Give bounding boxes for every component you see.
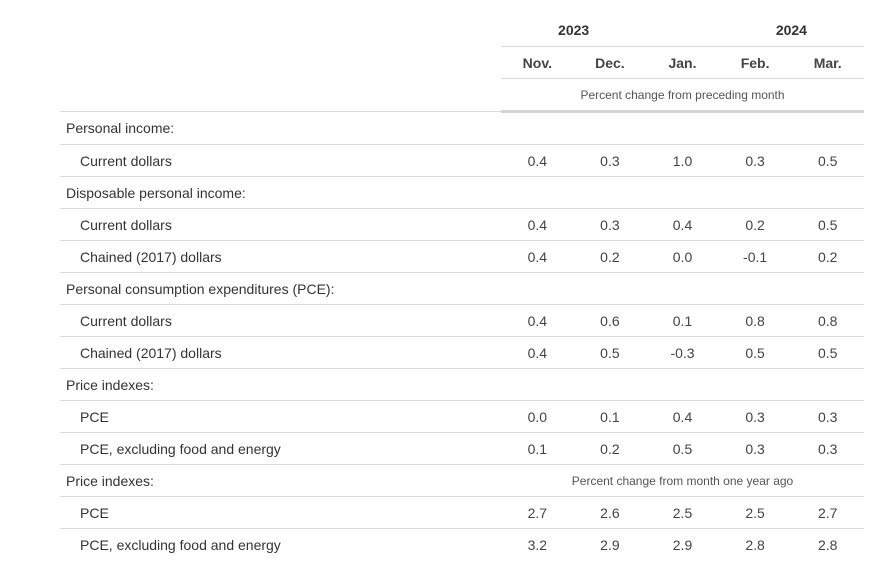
value-cell: 2.9 — [600, 536, 620, 553]
value-cell: 0.8 — [791, 304, 864, 337]
value-cell: 0.3 — [791, 400, 864, 433]
value-cell: 0.3 — [791, 432, 864, 465]
table-row: Chained (2017) dollars 0.4 0.5 -0.3 0.5 … — [60, 336, 864, 369]
row-label: Current dollars — [60, 144, 502, 177]
value-cell: 0.3 — [573, 144, 647, 177]
section-label: Price indexes: — [60, 464, 502, 497]
value-cell: -0.3 — [646, 336, 719, 369]
table-row: Current dollars 0.4 0.3 0.4 0.2 0.5 — [60, 208, 864, 241]
value-cell: 0.8 — [718, 304, 792, 337]
value-cell: 2.8 — [745, 536, 765, 553]
section-row-price-indexes-monthly: Price indexes: — [60, 368, 864, 401]
value-cell: 0.5 — [791, 336, 864, 369]
value-cell: 0.0 — [646, 240, 719, 273]
value-cell: 0.3 — [718, 400, 792, 433]
value-cell: 2.8 — [817, 536, 838, 553]
value-cell: 0.4 — [501, 240, 574, 273]
month-header-mar: Mar. — [791, 46, 864, 79]
month-header-row: Nov. Dec. Jan. Feb. Mar. — [60, 46, 864, 79]
row-label: PCE — [60, 496, 502, 529]
month-header-jan: Jan. — [646, 46, 719, 79]
row-label: Current dollars — [60, 208, 502, 241]
value-cell: 0.2 — [791, 240, 864, 273]
section-row-disposable-income: Disposable personal income: — [60, 176, 864, 209]
empty-corner-cell — [60, 13, 501, 47]
section-row-price-indexes-yearly: Price indexes: Percent change from month… — [60, 464, 864, 497]
value-cell: 0.2 — [573, 240, 647, 273]
value-cell: 0.1 — [501, 432, 574, 465]
value-cell: 0.3 — [718, 432, 792, 465]
section-label: Personal income: — [60, 111, 502, 145]
row-label: Current dollars — [60, 304, 502, 337]
unit-note: Percent change from preceding month — [501, 78, 864, 113]
table-row: PCE, excluding food and energy 0.1 0.2 0… — [60, 432, 864, 465]
section-row-personal-income: Personal income: — [60, 111, 864, 145]
value-cell: 0.4 — [501, 336, 574, 369]
value-cell: 0.4 — [501, 304, 574, 337]
value-cell: 0.0 — [501, 400, 574, 433]
section-label: Personal consumption expenditures (PCE): — [60, 272, 502, 305]
unit-note-row: Percent change from preceding month — [60, 78, 864, 113]
month-header-dec: Dec. — [573, 46, 647, 79]
section-row-pce: Personal consumption expenditures (PCE): — [60, 272, 864, 305]
section-label: Price indexes: — [60, 368, 502, 401]
table-row: PCE 2.7 2.6 2.5 2.5 2.7 — [60, 496, 864, 529]
value-cell: 0.6 — [573, 304, 647, 337]
table-row: Current dollars 0.4 0.3 1.0 0.3 0.5 — [60, 144, 864, 177]
value-cell: 0.4 — [501, 144, 574, 177]
section-label: Disposable personal income: — [60, 176, 502, 209]
month-header-nov: Nov. — [501, 46, 574, 79]
value-cell: 2.6 — [573, 496, 647, 529]
value-cell: 2.7 — [501, 496, 574, 529]
value-cell: 1.0 — [646, 144, 719, 177]
month-header-feb: Feb. — [718, 46, 792, 79]
value-cell: 0.3 — [573, 208, 647, 241]
value-cell: 0.1 — [646, 304, 719, 337]
table-row: Current dollars 0.4 0.6 0.1 0.8 0.8 — [60, 304, 864, 337]
row-label: Chained (2017) dollars — [60, 240, 502, 273]
value-cell: 0.4 — [501, 208, 574, 241]
value-cell: 2.9 — [672, 536, 693, 553]
value-cell: 0.2 — [718, 208, 792, 241]
value-cell: 0.5 — [646, 432, 719, 465]
table-row: Chained (2017) dollars 0.4 0.2 0.0 -0.1 … — [60, 240, 864, 273]
row-label: Chained (2017) dollars — [60, 336, 502, 369]
year-ago-note: Percent change from month one year ago — [501, 464, 864, 497]
row-label: PCE — [60, 400, 502, 433]
personal-income-outlays-table: 2023 2024 Nov. Dec. Jan. Feb. Mar. Perce… — [60, 13, 864, 560]
year-header-row: 2023 2024 — [60, 13, 864, 47]
year-2024-header: 2024 — [775, 21, 807, 38]
value-cell: 0.3 — [718, 144, 792, 177]
value-cell: 2.7 — [791, 496, 864, 529]
row-label: PCE, excluding food and energy — [80, 536, 281, 553]
value-cell: 0.4 — [646, 208, 719, 241]
value-cell: 0.5 — [718, 336, 792, 369]
value-cell: 0.4 — [646, 400, 719, 433]
value-cell: 0.5 — [791, 208, 864, 241]
value-cell: -0.1 — [718, 240, 792, 273]
row-label: PCE, excluding food and energy — [60, 432, 502, 465]
table-row: PCE 0.0 0.1 0.4 0.3 0.3 — [60, 400, 864, 433]
value-cell: 0.5 — [791, 144, 864, 177]
value-cell: 0.1 — [573, 400, 647, 433]
value-cell: 3.2 — [527, 536, 548, 553]
table-row: PCE, excluding food and energy 3.2 2.9 2… — [60, 529, 864, 561]
value-cell: 2.5 — [646, 496, 719, 529]
year-2023-header: 2023 — [558, 21, 590, 38]
value-cell: 0.5 — [573, 336, 647, 369]
value-cell: 2.5 — [718, 496, 792, 529]
value-cell: 0.2 — [573, 432, 647, 465]
